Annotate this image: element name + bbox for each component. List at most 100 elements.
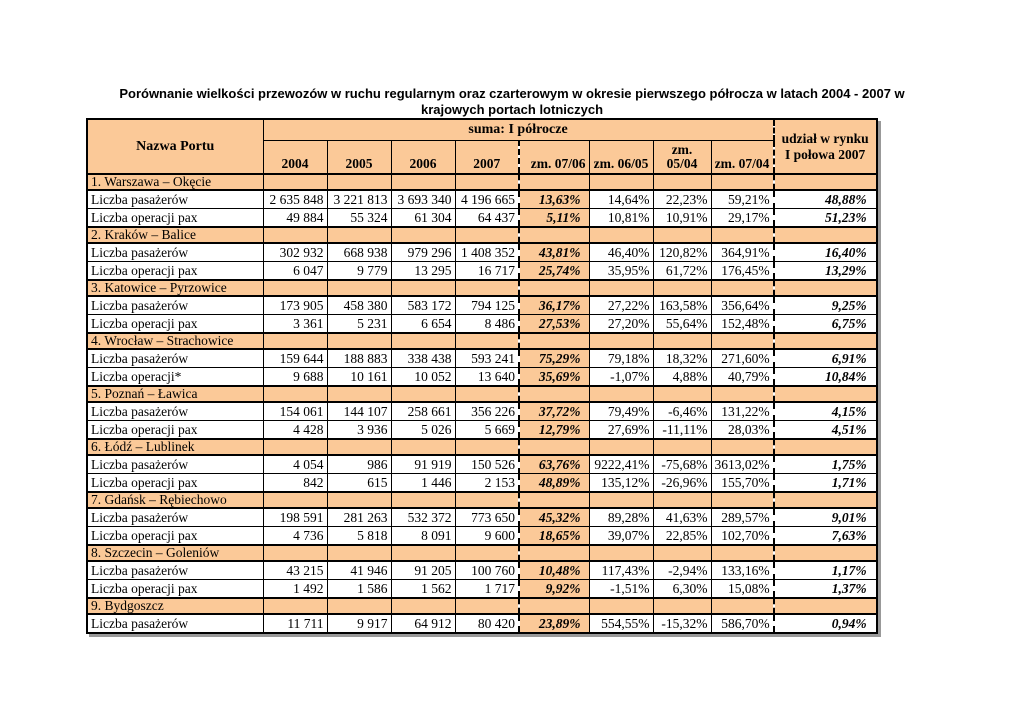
metric-value: 8 091 [390, 526, 456, 546]
metric-value: 198 591 [262, 507, 328, 527]
section-empty-cell [652, 491, 712, 509]
metric-value: 6 654 [390, 314, 456, 334]
airport-section-row: 5. Poznań – Ławica [86, 385, 878, 403]
section-empty-cell [652, 597, 712, 615]
metric-value: 23,89% [518, 613, 590, 634]
metric-value: 979 296 [390, 242, 456, 262]
metric-value: 458 380 [326, 295, 392, 315]
metric-value: 8 486 [454, 314, 520, 334]
metric-value: 586,70% [710, 613, 775, 634]
metric-label: Liczba operacji pax [86, 420, 264, 440]
airport-section-name: 3. Katowice – Pyrzowice [86, 279, 264, 297]
metric-value: -15,32% [652, 613, 712, 634]
header-row-groups: Nazwa Portu suma: I półrocze udział w ry… [86, 118, 878, 175]
section-empty-cell [454, 597, 520, 615]
metric-value: 1,75% [772, 454, 878, 474]
airport-section-name: 2. Kraków – Balice [86, 226, 264, 244]
metric-value: 4,51% [772, 420, 878, 440]
section-empty-cell [262, 438, 328, 456]
metric-value: 1,37% [772, 579, 878, 599]
section-empty-cell [262, 279, 328, 297]
metric-value: 9222,41% [588, 454, 654, 474]
metric-value: 9 779 [326, 261, 392, 281]
metric-label: Liczba pasażerów [86, 560, 264, 580]
metric-value: 133,16% [710, 560, 775, 580]
section-empty-cell [326, 279, 392, 297]
metric-value: -6,46% [652, 401, 712, 421]
section-empty-cell [772, 226, 878, 244]
metric-value: 131,22% [710, 401, 775, 421]
metric-value: 35,69% [518, 367, 590, 387]
metric-label: Liczba operacji pax [86, 261, 264, 281]
section-empty-cell [652, 226, 712, 244]
section-empty-cell [588, 438, 654, 456]
section-empty-cell [710, 173, 775, 191]
metric-value: 37,72% [518, 401, 590, 421]
metric-value: -1,51% [588, 579, 654, 599]
metric-value: 4 428 [262, 420, 328, 440]
metric-label: Liczba pasażerów [86, 507, 264, 527]
section-empty-cell [262, 385, 328, 403]
col-header-suma-polrocze: suma: I półrocze [262, 118, 775, 141]
section-empty-cell [588, 491, 654, 509]
metric-value: 364,91% [710, 242, 775, 262]
col-header-2007: 2007 [454, 140, 520, 175]
metric-value: 6,30% [652, 579, 712, 599]
metric-value: -11,11% [652, 420, 712, 440]
section-empty-cell [390, 226, 456, 244]
section-empty-cell [390, 173, 456, 191]
section-empty-cell [326, 173, 392, 191]
metric-value: 5 669 [454, 420, 520, 440]
section-empty-cell [262, 226, 328, 244]
metric-row: Liczba pasażerów 198 591 281 263 532 372 773… [86, 507, 878, 527]
metric-value: 14,64% [588, 189, 654, 209]
section-empty-cell [652, 279, 712, 297]
metric-value: 102,70% [710, 526, 775, 546]
metric-label: Liczba operacji pax [86, 526, 264, 546]
airport-section-name: 5. Poznań – Ławica [86, 385, 264, 403]
metric-value: -75,68% [652, 454, 712, 474]
metric-value: 144 107 [326, 401, 392, 421]
metric-value: 22,23% [652, 189, 712, 209]
section-empty-cell [326, 332, 392, 350]
section-empty-cell [518, 438, 590, 456]
metric-value: 9,92% [518, 579, 590, 599]
metric-value: 1 717 [454, 579, 520, 599]
section-empty-cell [588, 332, 654, 350]
metric-row: Liczba pasażerów 154 061 144 107 258 661 356… [86, 401, 878, 421]
metric-value: 155,70% [710, 473, 775, 493]
metric-value: 281 263 [326, 507, 392, 527]
metric-value: -1,07% [588, 367, 654, 387]
col-header-udzial-w-rynku: udział w rynku I połowa 2007 [772, 118, 878, 175]
metric-label: Liczba operacji* [86, 367, 264, 387]
section-empty-cell [262, 332, 328, 350]
airport-section-name: 8. Szczecin – Goleniów [86, 544, 264, 562]
metric-value: 986 [326, 454, 392, 474]
metric-value: 13,29% [772, 261, 878, 281]
metric-value: 46,40% [588, 242, 654, 262]
metric-value: 36,17% [518, 295, 590, 315]
metric-value: -26,96% [652, 473, 712, 493]
metric-value: 271,60% [710, 348, 775, 368]
metric-row: Liczba operacji pax 4 428 3 936 5 026 5 669 1… [86, 420, 878, 440]
airport-section-row: 1. Warszawa – Okęcie [86, 173, 878, 191]
metric-value: 15,08% [710, 579, 775, 599]
section-empty-cell [326, 597, 392, 615]
section-empty-cell [710, 226, 775, 244]
section-empty-cell [772, 332, 878, 350]
metric-row: Liczba pasażerów 2 635 848 3 221 813 3 693 … [86, 189, 878, 209]
metric-value: 3613,02% [710, 454, 775, 474]
metric-label: Liczba operacji pax [86, 579, 264, 599]
metric-value: 75,29% [518, 348, 590, 368]
metric-value: 176,45% [710, 261, 775, 281]
metric-value: 9,01% [772, 507, 878, 527]
metric-value: 5,11% [518, 208, 590, 228]
metric-label: Liczba pasażerów [86, 401, 264, 421]
airport-section-row: 4. Wrocław – Strachowice [86, 332, 878, 350]
metric-value: 6,91% [772, 348, 878, 368]
section-empty-cell [652, 438, 712, 456]
metric-value: 3 361 [262, 314, 328, 334]
metric-row: Liczba operacji pax 49 884 55 324 61 304 64 … [86, 208, 878, 228]
section-empty-cell [454, 491, 520, 509]
metric-value: 48,88% [772, 189, 878, 209]
